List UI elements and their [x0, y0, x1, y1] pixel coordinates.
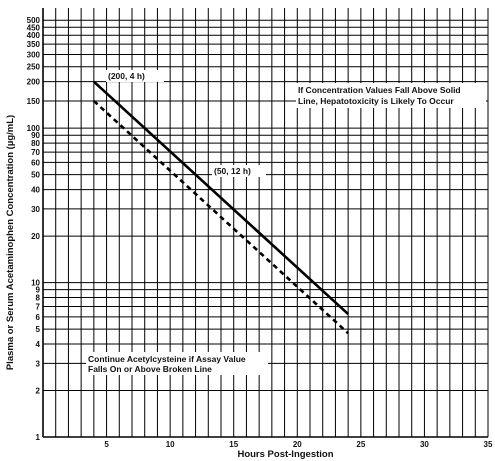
- x-tick-label: 15: [229, 440, 238, 449]
- annotation-bg: [86, 352, 268, 375]
- y-tick-label: 80: [31, 139, 40, 148]
- y-tick-label: 250: [27, 63, 41, 72]
- y-tick-label: 4: [36, 340, 41, 349]
- solid-treatment-line: [92, 80, 350, 316]
- hepatotoxicity-note-line: Line, Hepatotoxicity is Likely To Occur: [298, 96, 454, 106]
- annotation-bg: [212, 165, 266, 177]
- hepatotoxicity-note-line: If Concentration Values Fall Above Solid: [298, 85, 461, 95]
- x-tick-label: 10: [166, 440, 175, 449]
- point-label-200-4h: (200, 4 h): [108, 71, 145, 81]
- y-tick-label: 5: [36, 325, 41, 334]
- y-tick-label: 20: [31, 232, 40, 241]
- y-tick-label: 1: [36, 433, 41, 442]
- y-tick-label: 90: [31, 131, 40, 140]
- y-tick-label: 40: [31, 186, 40, 195]
- y-tick-label: 400: [27, 31, 41, 40]
- y-tick-label: 6: [36, 313, 41, 322]
- y-tick-label: 3: [36, 359, 41, 368]
- annotations: (200, 4 h) (50, 12 h) If Concentration Val…: [86, 70, 486, 375]
- y-tick-label: 50: [31, 171, 40, 180]
- broken-treatment-line: [92, 100, 350, 335]
- acetylcysteine-note-line: Falls On or Above Broken Line: [88, 364, 212, 374]
- x-tick-label: 5: [104, 440, 109, 449]
- y-tick-label: 7: [36, 303, 41, 312]
- annotation-bg: [106, 70, 164, 82]
- y-tick-label: 450: [27, 23, 41, 32]
- x-tick-label: 30: [420, 440, 429, 449]
- y-axis-label: Plasma or Serum Acetaminophen Concentrat…: [5, 115, 16, 370]
- y-tick-label: 2: [36, 387, 41, 396]
- y-tick-label: 500: [27, 16, 41, 25]
- annotation-bg: [296, 83, 486, 108]
- point-label-50-12h: (50, 12 h): [214, 166, 251, 176]
- y-tick-label: 30: [31, 205, 40, 214]
- y-tick-label: 150: [27, 97, 41, 106]
- y-tick-label: 200: [27, 78, 41, 87]
- x-tick-label: 20: [293, 440, 302, 449]
- y-tick-label: 8: [36, 294, 41, 303]
- acetylcysteine-note-line: Continue Acetylcysteine if Assay Value: [88, 354, 246, 364]
- y-tick-label: 100: [27, 124, 41, 133]
- x-axis-label: Hours Post-Ingestion: [237, 449, 333, 460]
- y-tick-label: 70: [31, 148, 40, 157]
- y-tick-label: 350: [27, 40, 41, 49]
- x-tick-label: 25: [356, 440, 365, 449]
- x-tick-labels: 5 10 15 20 25 30 35: [104, 440, 493, 449]
- y-tick-label: 60: [31, 158, 40, 167]
- y-tick-label: 300: [27, 50, 41, 59]
- x-tick-label: 35: [484, 440, 493, 449]
- series-lines: [92, 80, 350, 335]
- y-tick-label: 9: [36, 286, 41, 295]
- y-tick-label: 10: [31, 279, 40, 288]
